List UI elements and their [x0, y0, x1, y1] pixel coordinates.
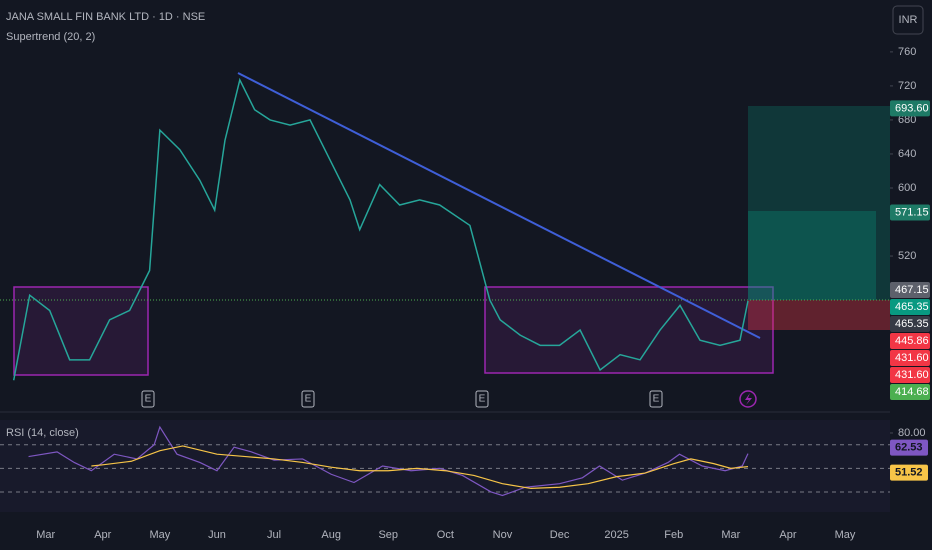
price-badge-label: 431.60 — [895, 369, 929, 381]
target-zone — [748, 211, 876, 300]
earnings-marker — [475, 390, 489, 408]
x-tick-label: Aug — [321, 529, 341, 541]
earnings-label: E — [305, 394, 312, 405]
y-tick-label: 680 — [898, 114, 916, 126]
chart-title: JANA SMALL FIN BANK LTD · 1D · NSE — [6, 11, 205, 23]
price-badge-label: 414.68 — [895, 386, 929, 398]
x-tick-label: Nov — [493, 529, 513, 541]
price-badge — [890, 282, 930, 298]
trendline — [237, 72, 761, 339]
x-tick-label: Mar — [36, 529, 55, 541]
price-badge-label: 467.15 — [895, 284, 929, 296]
y-tick-label: 600 — [898, 182, 916, 194]
y-tick-label: 80.00 — [898, 427, 926, 439]
x-tick-label: Jul — [267, 529, 281, 541]
y-tick-label: 720 — [898, 80, 916, 92]
price-badge — [890, 100, 930, 117]
x-tick-label: Oct — [437, 529, 454, 541]
price-badge-label: 445.86 — [895, 335, 929, 347]
price-badge — [890, 367, 930, 383]
stop-zone — [748, 300, 890, 330]
price-badge-label: 465.35 — [895, 301, 929, 313]
x-tick-label: Mar — [721, 529, 740, 541]
earnings-marker — [301, 390, 315, 408]
rsi-title: RSI (14, close) — [6, 427, 79, 439]
earnings-label: E — [653, 394, 660, 405]
y-tick-label: 760 — [898, 46, 916, 58]
target-zone — [748, 106, 890, 300]
price-badge — [890, 350, 930, 366]
x-tick-label: 2025 — [604, 529, 628, 541]
value-badge-label: 51.52 — [895, 466, 923, 478]
currency: INR — [899, 14, 918, 26]
x-tick-label: Sep — [378, 529, 398, 541]
y-tick-label: 640 — [898, 148, 916, 160]
price-badge-label: 465.35 — [895, 318, 929, 330]
price-badge — [890, 316, 930, 332]
earnings-marker — [649, 390, 663, 408]
earnings-label: E — [479, 394, 486, 405]
value-badge-label: 62.53 — [895, 441, 923, 453]
price-badge-label: 693.60 — [895, 102, 929, 114]
x-tick-label: Feb — [664, 529, 683, 541]
price-badge — [890, 204, 930, 221]
dividend-icon[interactable] — [739, 390, 757, 408]
rsi-pane — [0, 420, 890, 512]
price-badge — [890, 299, 930, 315]
price-badge — [890, 384, 930, 400]
currency-button[interactable] — [892, 5, 924, 35]
price-line — [12, 77, 749, 381]
price-badge-label: 431.60 — [895, 352, 929, 364]
x-tick-label: Dec — [550, 529, 570, 541]
x-tick-label: Apr — [779, 529, 796, 541]
price-badge — [890, 333, 930, 349]
earnings-label: E — [145, 394, 152, 405]
x-tick-label: May — [149, 529, 170, 541]
x-tick-label: May — [835, 529, 856, 541]
rsi-line — [91, 445, 749, 490]
price-badge-label: 571.15 — [895, 206, 929, 218]
range-box — [484, 286, 774, 374]
y-tick-label: 520 — [898, 250, 916, 262]
rsi-line — [28, 425, 749, 497]
earnings-marker — [141, 390, 155, 408]
value-badge — [890, 439, 928, 456]
value-badge — [890, 464, 928, 481]
dividend-icon — [745, 393, 752, 405]
x-tick-label: Jun — [208, 529, 226, 541]
indicator-label: Supertrend (20, 2) — [6, 31, 95, 43]
x-tick-label: Apr — [94, 529, 111, 541]
